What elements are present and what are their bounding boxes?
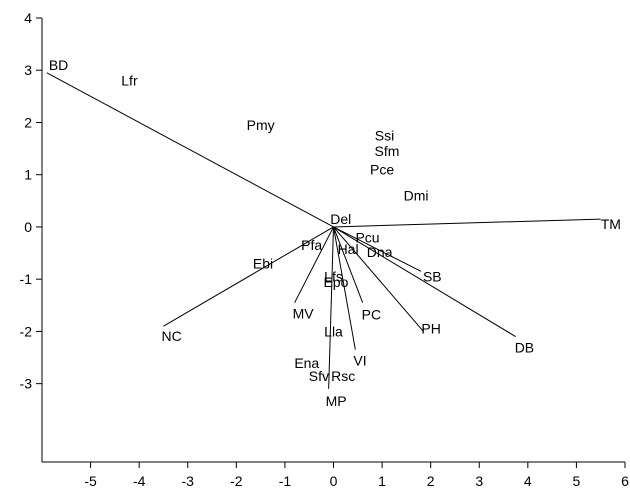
species-label-epo: Epo [323,274,348,290]
x-tick-label: -1 [279,473,292,489]
vector-label-ph: PH [421,320,440,336]
vector-tm [333,218,601,228]
y-tick-label: -3 [20,376,33,392]
variable-labels: BD TM NC MV MP VI PC PH SB DB [49,57,621,409]
vector-label-db: DB [515,340,534,356]
species-label-lfs: Lfs [324,269,343,285]
x-tick-label: -3 [182,473,195,489]
variable-vectors [46,72,601,389]
species-label-lfr: Lfr [121,73,138,89]
species-label-ebi: Ebi [253,256,273,272]
axes: -5 -4 -3 -2 -1 0 1 2 3 4 5 6 -3 -2 -1 0 1 2 3 4 [20,10,630,489]
vector-label-bd: BD [49,57,68,73]
species-label-pce: Pce [370,161,394,177]
y-tick-label: -2 [20,323,33,339]
x-tick-label: 4 [524,473,532,489]
x-tick-label: 2 [427,473,435,489]
species-label-hal: Hal [338,241,359,257]
species-label-dmi: Dmi [404,188,429,204]
vector-label-tm: TM [601,216,621,232]
species-label-ssi: Ssi [375,128,394,144]
species-label-lla: Lla [324,323,343,339]
y-tick-label: -1 [20,271,33,287]
vector-nc [163,226,334,327]
vector-vi [333,226,356,350]
x-tick-label: 1 [378,473,386,489]
x-tick-label: -5 [84,473,97,489]
species-label-pmy: Pmy [247,117,275,133]
species-label-sfm: Sfm [374,143,399,159]
vector-label-mp: MP [326,393,347,409]
species-label-ena: Ena [294,355,319,371]
vector-db [333,226,516,338]
vector-label-mv: MV [293,306,315,322]
species-label-del: Del [330,211,351,227]
x-tick-label: 6 [621,473,629,489]
x-tick-label: -2 [230,473,243,489]
vector-label-sb: SB [423,268,442,284]
y-tick-label: 2 [24,114,32,130]
y-tick-label: 1 [24,167,32,183]
vector-sb [333,226,422,272]
species-label-pcu: Pcu [355,229,379,245]
vector-pc [333,226,364,303]
species-label-rsc: Rsc [331,368,355,384]
vector-mp [328,226,334,389]
y-tick-label: 4 [24,10,32,26]
species-label-dna: Dna [367,244,393,260]
x-tick-label: 3 [475,473,483,489]
y-tick-label: 3 [24,62,32,78]
vector-label-vi: VI [353,353,366,369]
x-tick-label: 5 [573,473,581,489]
species-label-sfv: Sfv [309,368,329,384]
vector-label-nc: NC [161,328,181,344]
vector-bd [46,72,334,228]
vector-ph [333,226,424,332]
vector-mv [294,226,334,303]
x-tick-label: 0 [330,473,338,489]
vector-label-pc: PC [362,307,381,323]
species-label-pfa: Pfa [301,237,322,253]
y-tick-label: 0 [24,219,32,235]
x-tick-label: -4 [133,473,146,489]
